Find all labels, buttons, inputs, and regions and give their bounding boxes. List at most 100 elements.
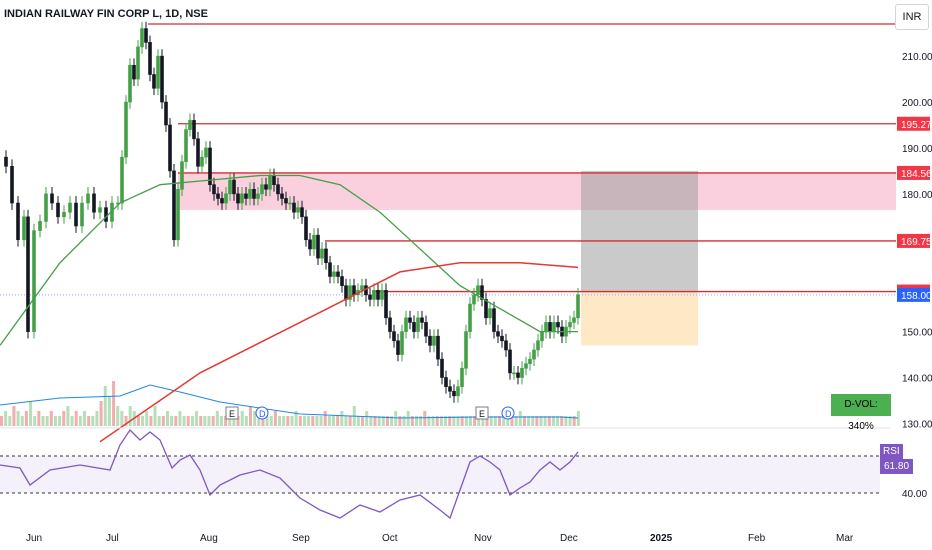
candle-body: [400, 331, 404, 355]
candle-body: [404, 317, 408, 332]
volume-bar: [332, 416, 335, 426]
candle-body: [476, 285, 480, 296]
volume-bar: [136, 416, 140, 426]
candle-body: [280, 193, 284, 199]
volume-bar: [219, 416, 223, 426]
volume-bar: [527, 416, 531, 426]
candle-body: [164, 101, 168, 126]
volume-bar: [141, 416, 145, 426]
candle-body: [10, 166, 14, 204]
volume-bar: [149, 416, 153, 426]
earnings-marker[interactable]: [225, 406, 239, 420]
volume-bar: [257, 416, 261, 426]
event-marker-label: D: [505, 409, 512, 419]
candle-body: [248, 188, 252, 199]
volume-bar: [8, 416, 12, 426]
volume-bar: [377, 416, 381, 426]
volume-bar: [439, 416, 443, 426]
volume-bar: [174, 416, 178, 426]
candle-body: [196, 138, 200, 167]
candle-body: [496, 331, 500, 337]
volume-bar: [66, 406, 70, 426]
candle-body: [428, 335, 432, 346]
ma200-line: [99, 261, 579, 443]
volume-bar: [473, 416, 477, 426]
level-label-bg: [897, 287, 930, 302]
dividend-marker[interactable]: [501, 406, 515, 420]
volume-bar: [49, 411, 53, 426]
candle-body: [528, 358, 532, 365]
volume-bar: [273, 411, 277, 426]
candle-body: [416, 317, 420, 332]
volume-bar: [423, 411, 427, 426]
volume-bar: [431, 416, 435, 426]
volume-bar: [572, 416, 576, 426]
volume-bar: [336, 416, 340, 426]
volume-bar: [83, 411, 86, 426]
ma50-line: [0, 174, 578, 346]
volume-bar: [87, 416, 91, 426]
volume-bar: [207, 416, 211, 426]
candle-body: [272, 175, 276, 185]
candle-body: [420, 317, 424, 323]
candle-body: [448, 386, 452, 392]
candle-body: [336, 271, 340, 277]
volume-bar: [253, 411, 257, 426]
candle-body: [576, 294, 580, 319]
candle-body: [232, 179, 236, 195]
candle-body: [128, 65, 132, 103]
chart-title: INDIAN RAILWAY FIN CORP L, 1D, NSE: [4, 8, 208, 20]
candle-body: [384, 289, 388, 319]
candle-body: [472, 294, 476, 305]
time-tick-label: Sep: [292, 533, 310, 544]
volume-bar: [166, 411, 169, 426]
volume-bar: [120, 411, 124, 426]
volume-bar: [477, 416, 481, 426]
volume-bar: [78, 416, 82, 426]
candle-body: [556, 322, 560, 328]
volume-bar: [456, 416, 460, 426]
currency-button[interactable]: INR: [895, 4, 929, 30]
volume-bar: [4, 411, 8, 426]
volume-bar: [161, 416, 165, 426]
candle-body: [44, 193, 48, 222]
candle-body: [80, 202, 84, 227]
dvol-label: D-VOL: 340%: [831, 394, 891, 432]
candle-body: [440, 358, 444, 378]
candle-body: [464, 331, 468, 369]
price-axis: 210.00 200.00 190.00 180.00 150.00 140.00 130.…: [902, 52, 932, 430]
candle-body: [328, 262, 332, 277]
candle-body: [284, 198, 288, 204]
candle-body: [396, 340, 400, 355]
candle-body: [56, 202, 60, 218]
volume-bar: [249, 406, 252, 426]
candle-body: [252, 188, 256, 199]
time-tick-label: Aug: [200, 533, 218, 544]
earnings-marker[interactable]: [475, 406, 489, 420]
price-tick-label: 150.00: [902, 328, 932, 339]
candle-body: [86, 193, 90, 204]
volume-bar: [340, 411, 344, 426]
volume-bar: [153, 406, 157, 426]
volume-bar: [356, 416, 360, 426]
candle-body: [536, 340, 540, 351]
volume-bar: [427, 416, 431, 426]
volume-bar: [232, 416, 236, 426]
volume-bar: [286, 416, 290, 426]
candle-body: [488, 308, 492, 319]
candle-body: [484, 299, 488, 319]
volume-bar: [182, 416, 186, 426]
candle-body: [168, 124, 172, 172]
volume-bar: [145, 411, 149, 426]
rsi-tick-label: 40.00: [902, 489, 927, 500]
volume-bar: [547, 416, 551, 426]
time-tick-label: Jul: [106, 533, 119, 544]
volume-bar: [510, 416, 514, 426]
dividend-marker[interactable]: [255, 406, 269, 420]
volume-bar: [556, 416, 560, 426]
candle-body: [62, 211, 66, 218]
candle-body: [380, 289, 384, 300]
volume-bar: [311, 416, 315, 426]
candle-body: [308, 239, 312, 250]
